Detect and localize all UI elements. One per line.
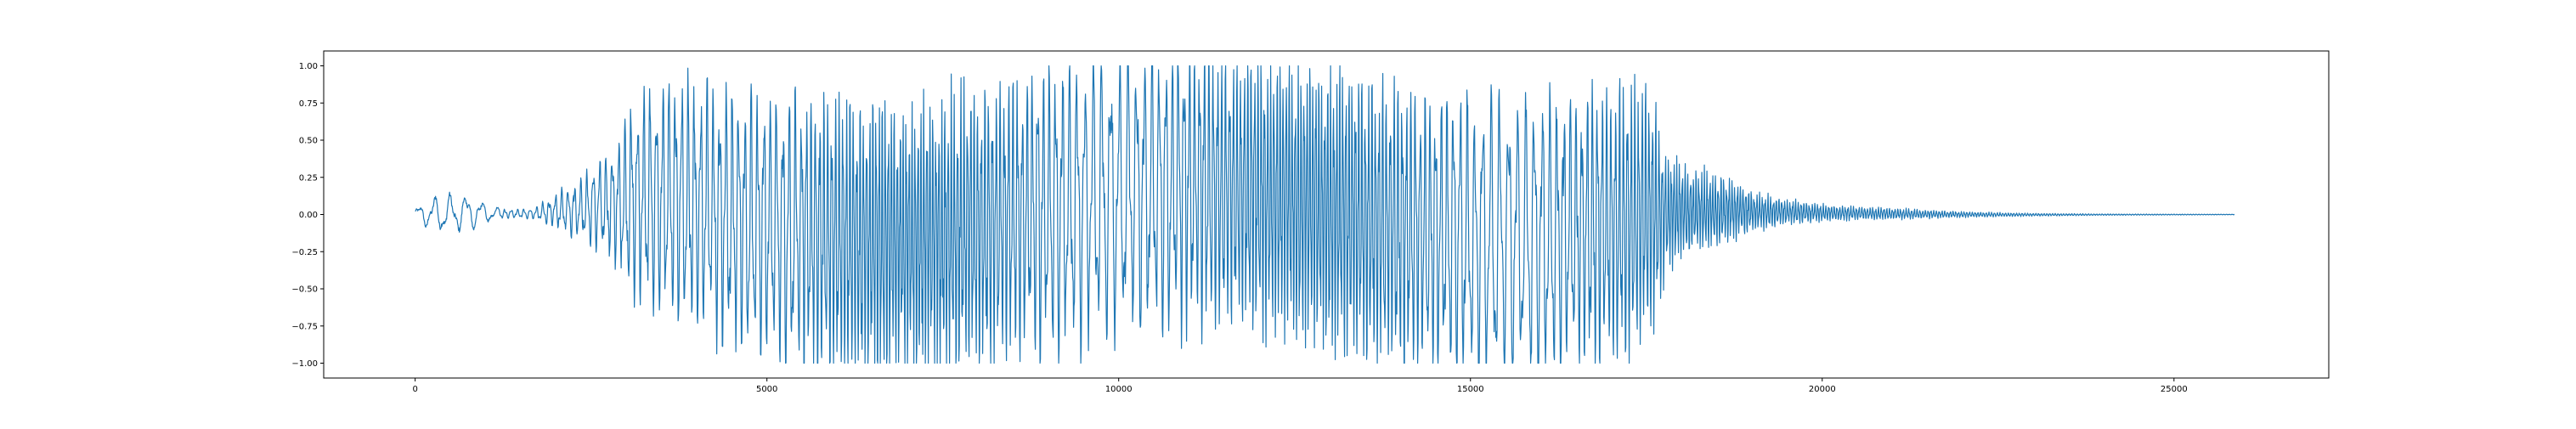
y-tick-label: −0.25: [291, 248, 318, 257]
waveform-series-line: [415, 65, 2235, 364]
y-tick-label: 1.00: [299, 62, 318, 71]
y-tick-label: 0.00: [299, 211, 318, 220]
y-tick-label: 0.25: [299, 173, 318, 183]
x-tick-label: 10000: [1105, 385, 1133, 394]
y-tick-label: −1.00: [291, 359, 318, 369]
y-tick-label: 0.50: [299, 137, 318, 146]
y-tick-label: −0.75: [291, 322, 318, 331]
x-tick-label: 20000: [1809, 385, 1836, 394]
y-tick-label: 0.75: [299, 99, 318, 109]
x-tick-label: 25000: [2161, 385, 2188, 394]
x-tick-label: 0: [412, 385, 417, 394]
x-tick-label: 15000: [1457, 385, 1484, 394]
y-tick-label: −0.50: [291, 285, 318, 295]
x-tick-label: 5000: [756, 385, 777, 394]
